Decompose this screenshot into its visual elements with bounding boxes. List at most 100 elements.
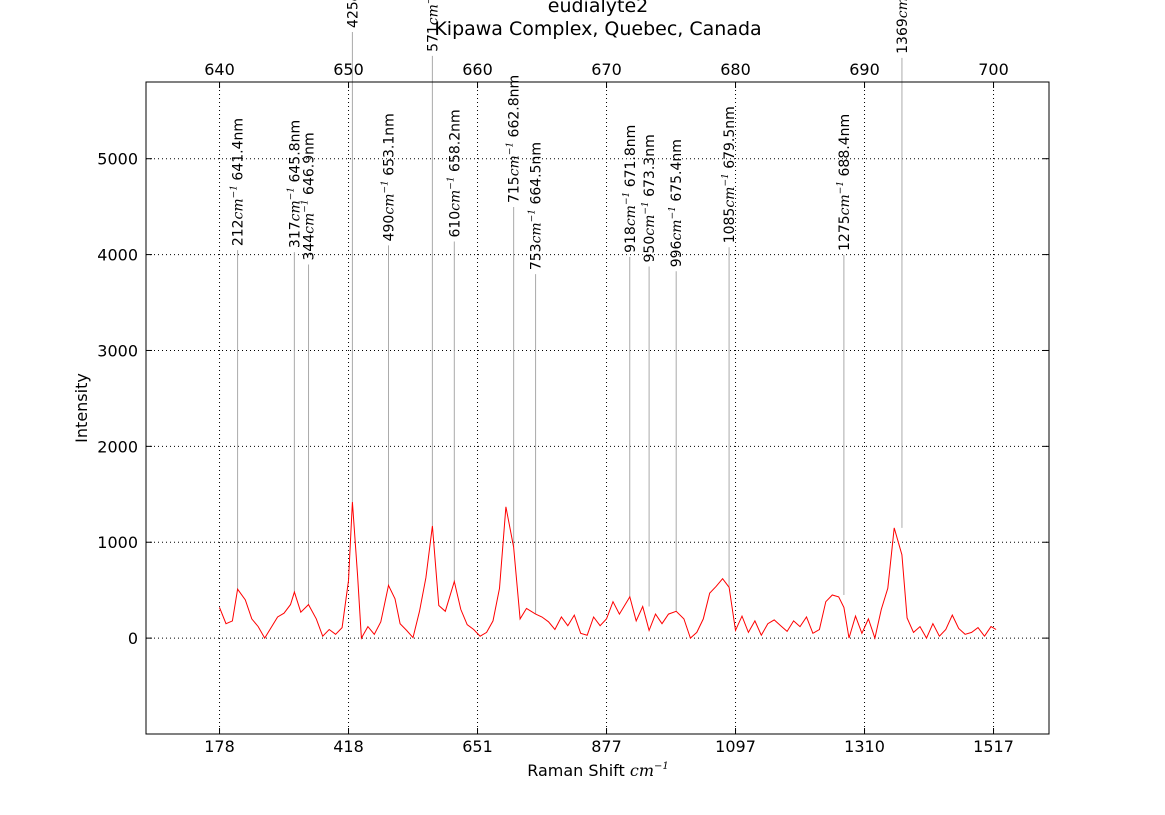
peak-label-wavenumber: 996 — [669, 240, 685, 267]
peak-label-wavenumber: 1085 — [722, 208, 738, 244]
peak-label-wavelength: 688.4nm — [837, 114, 853, 181]
peak-label-wavenumber: 1275 — [837, 215, 853, 251]
peak-label-unit: cm — [287, 200, 303, 221]
peak-annotation-label: 317cm−1 645.8nm — [286, 120, 303, 248]
spectrum-line — [219, 501, 997, 640]
peak-label-unit-sup: −1 — [622, 192, 632, 205]
peak-label-wavenumber: 571 — [425, 25, 441, 52]
peak-label-unit: cm — [722, 187, 738, 208]
peak-label-unit: cm — [345, 0, 361, 1]
y-tick-label: 0 — [128, 629, 138, 648]
peak-label-wavelength: 662.8nm — [507, 75, 523, 142]
peak-annotation-label: 1085cm−1 679.5nm — [721, 106, 738, 243]
peak-label-unit: cm — [382, 194, 398, 215]
peak-label-wavenumber: 715 — [507, 176, 523, 203]
peak-label-wavelength: 641.4nm — [231, 118, 247, 185]
chart-title: eudialyte2 — [548, 0, 648, 17]
y-tick-label: 4000 — [97, 246, 138, 265]
y-tick-label: 5000 — [97, 150, 138, 169]
peak-label-wavelength: 664.5nm — [529, 142, 545, 209]
peak-annotation-label: 950cm−1 673.3nm — [641, 134, 658, 262]
bottom-tick-label: 178 — [204, 737, 235, 756]
peak-label-unit: cm — [837, 194, 853, 215]
peak-annotation-label: 212cm−1 641.4nm — [230, 118, 247, 246]
peak-annotation-label: 610cm−1 658.2nm — [446, 109, 463, 237]
peak-annotation-label: 1369cm−1 692.9nm — [894, 0, 911, 54]
peak-label-wavenumber: 1369 — [895, 18, 911, 54]
peak-label-wavenumber: 753 — [529, 243, 545, 270]
plot-frame — [145, 81, 1050, 735]
top-tick-label: 690 — [849, 60, 880, 79]
x-axis-label-unit-sup: −1 — [654, 761, 669, 772]
bottom-tick-label: 1097 — [715, 737, 756, 756]
peak-label-wavenumber: 317 — [287, 221, 303, 248]
peak-label-unit: cm — [895, 0, 911, 18]
peak-annotation-label: 996cm−1 675.4nm — [668, 139, 685, 267]
peak-label-unit: cm — [529, 222, 545, 243]
x-axis-label-unit: cm — [630, 761, 654, 780]
peak-label-wavenumber: 212 — [231, 219, 247, 246]
peak-annotation-label: 490cm−1 653.1nm — [381, 113, 398, 241]
peak-label-wavenumber: 610 — [447, 211, 463, 238]
top-tick-label: 640 — [204, 60, 235, 79]
peak-label-unit-sup: −1 — [446, 176, 456, 189]
bottom-tick-label: 1517 — [973, 737, 1014, 756]
peak-label-unit: cm — [669, 219, 685, 240]
peak-label-unit-sup: −1 — [230, 185, 240, 198]
y-tick-label: 3000 — [97, 341, 138, 360]
peak-label-unit: cm — [231, 198, 247, 219]
peak-label-unit-sup: −1 — [641, 201, 651, 214]
peak-label-unit: cm — [425, 4, 441, 25]
top-tick-label: 700 — [978, 60, 1009, 79]
peak-annotation-label: 1275cm−1 688.4nm — [836, 114, 853, 251]
grid-lines — [146, 82, 1049, 734]
peak-annotation-label: 571cm−1 656.5nm — [424, 0, 441, 52]
peak-label-wavenumber: 950 — [642, 236, 658, 263]
top-tick-label: 650 — [333, 60, 364, 79]
axis-ticks: 0 1000 2000 3000 4000 5000 640 650 660 670 680 690 7… — [97, 60, 1049, 756]
x-axis-label-text: Raman Shift — [527, 761, 625, 780]
peak-label-wavelength: 646.9nm — [302, 132, 318, 199]
peak-label-wavelength: 653.1nm — [382, 113, 398, 180]
peak-annotation-label: 918cm−1 671.8nm — [622, 125, 639, 253]
top-tick-label: 680 — [720, 60, 751, 79]
bottom-tick-label: 418 — [333, 737, 364, 756]
y-axis-label: Intensity — [72, 373, 91, 443]
peak-label-unit-sup: −1 — [301, 199, 311, 212]
chart-subtitle: Kipawa Complex, Quebec, Canada — [434, 18, 761, 40]
peak-label-unit-sup: −1 — [721, 173, 731, 186]
peak-label-unit: cm — [447, 190, 463, 211]
peak-label-unit-sup: −1 — [668, 206, 678, 219]
peak-label-wavelength: 658.2nm — [447, 109, 463, 176]
peak-label-unit-sup: −1 — [381, 180, 391, 193]
spectrum-series — [219, 501, 997, 640]
top-tick-label: 670 — [591, 60, 622, 79]
peak-label-wavelength: 679.5nm — [722, 106, 738, 173]
peak-label-unit: cm — [302, 213, 318, 234]
peak-label-wavenumber: 490 — [382, 215, 398, 242]
peak-label-unit-sup: −1 — [424, 0, 434, 4]
peak-label-unit: cm — [623, 205, 639, 226]
y-tick-label: 1000 — [97, 533, 138, 552]
peak-label-wavenumber: 344 — [302, 234, 318, 261]
peak-annotation-label: 344cm−1 646.9nm — [301, 132, 318, 260]
bottom-tick-label: 651 — [462, 737, 493, 756]
bottom-tick-label: 1310 — [844, 737, 885, 756]
peak-annotation-label: 425cm−1 650.3nm — [344, 0, 361, 28]
peak-label-wavelength: 645.8nm — [287, 120, 303, 187]
peak-label-unit: cm — [642, 215, 658, 236]
x-axis-label: Raman Shift cm−1 — [527, 761, 669, 780]
y-tick-label: 2000 — [97, 437, 138, 456]
peak-label-unit-sup: −1 — [506, 142, 516, 155]
peak-annotation-label: 753cm−1 664.5nm — [528, 142, 545, 270]
peak-label-wavenumber: 918 — [623, 226, 639, 253]
peak-label-wavelength: 673.3nm — [642, 134, 658, 201]
peak-label-unit-sup: −1 — [286, 187, 296, 200]
peak-label-unit: cm — [507, 155, 523, 176]
bottom-tick-label: 877 — [591, 737, 622, 756]
peak-label-unit-sup: −1 — [836, 181, 846, 194]
peak-label-unit-sup: −1 — [528, 209, 538, 222]
top-tick-label: 660 — [462, 60, 493, 79]
